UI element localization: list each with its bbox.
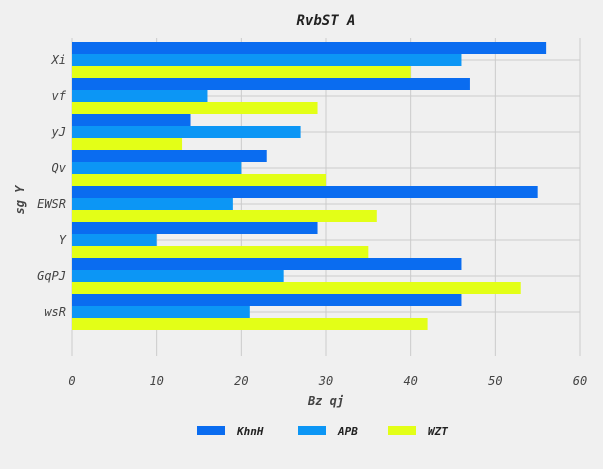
- legend-label: KhnH: [236, 425, 264, 438]
- bar-KhnH-GqPJ: [72, 258, 462, 270]
- y-axis-label: sg Y: [13, 185, 27, 215]
- bar-KhnH-Qv: [72, 150, 267, 162]
- bar-APB-yJ: [72, 126, 301, 138]
- y-tick-label: yJ: [51, 125, 66, 139]
- bar-KhnH-vf: [72, 78, 470, 90]
- y-tick-label: Xi: [51, 53, 66, 67]
- bar-WZT-EWSR: [72, 210, 377, 222]
- x-tick-label: 50: [488, 374, 502, 388]
- bar-WZT-GqPJ: [72, 282, 521, 294]
- legend-swatch: [298, 426, 326, 435]
- bar-KhnH-wsR: [72, 294, 462, 306]
- x-tick-label: 30: [318, 374, 333, 388]
- bar-APB-wsR: [72, 306, 250, 318]
- bar-WZT-yJ: [72, 138, 183, 150]
- bar-APB-GqPJ: [72, 270, 284, 282]
- legend-swatch: [388, 426, 416, 435]
- x-tick-label: 40: [403, 374, 417, 388]
- bars-layer: [72, 42, 547, 330]
- bar-APB-vf: [72, 90, 208, 102]
- bar-APB-EWSR: [72, 198, 233, 210]
- bar-KhnH-EWSR: [72, 186, 538, 198]
- bar-WZT-wsR: [72, 318, 428, 330]
- bar-WZT-Qv: [72, 174, 326, 186]
- legend: KhnH APB WZT: [197, 425, 448, 438]
- x-tick-label: 20: [234, 374, 248, 388]
- y-tick-label: Y: [59, 233, 67, 247]
- y-tick-label: vf: [52, 89, 67, 103]
- x-axis-label: Bz qj: [307, 394, 344, 408]
- x-tick-label: 60: [573, 374, 587, 388]
- bar-WZT-vf: [72, 102, 318, 114]
- bar-WZT-Xi: [72, 66, 411, 78]
- bar-KhnH-yJ: [72, 114, 191, 126]
- bar-APB-Xi: [72, 54, 462, 66]
- bar-WZT-Y: [72, 246, 369, 258]
- y-tick-label: GqPJ: [37, 269, 66, 283]
- bar-KhnH-Y: [72, 222, 318, 234]
- legend-label: WZT: [428, 425, 448, 438]
- y-tick-label: EWSR: [37, 197, 66, 211]
- legend-label: APB: [337, 425, 358, 438]
- y-tick-label: Qv: [52, 161, 67, 175]
- x-tick-label: 10: [149, 374, 163, 388]
- x-tick-label: 0: [68, 374, 75, 388]
- bar-APB-Qv: [72, 162, 242, 174]
- bar-KhnH-Xi: [72, 42, 547, 54]
- labels-layer: 0 10 20 30 40 50 60 Xi vf yJ Qv EWSR Y GqPJ wsR: [37, 53, 587, 388]
- legend-swatch: [197, 426, 225, 435]
- bar-APB-Y: [72, 234, 157, 246]
- y-tick-label: wsR: [44, 305, 66, 319]
- chart-title: RvbST A: [296, 13, 355, 29]
